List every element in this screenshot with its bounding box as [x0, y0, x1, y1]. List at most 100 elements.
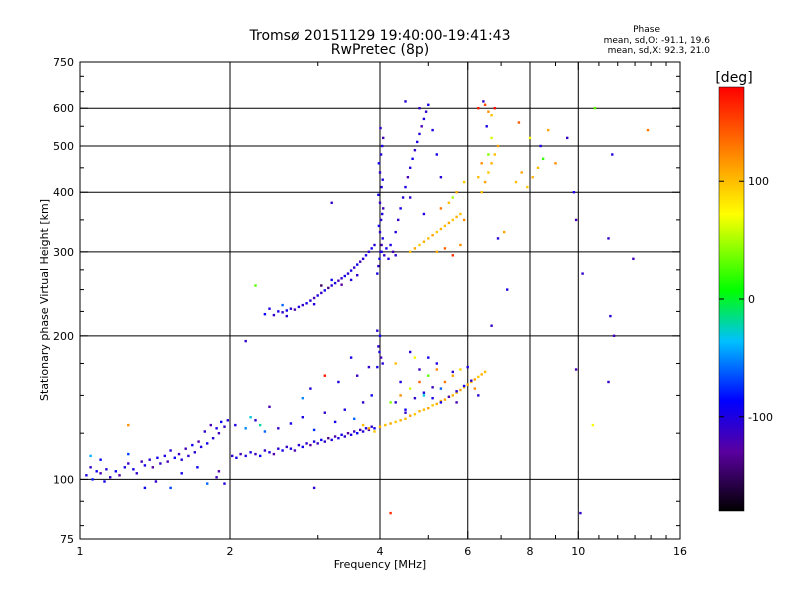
x-tick-label: 10	[571, 545, 585, 558]
data-point	[356, 274, 359, 277]
data-point	[427, 103, 430, 106]
data-point	[370, 425, 373, 428]
data-point	[379, 218, 383, 222]
data-point	[422, 408, 426, 411]
data-point	[254, 452, 257, 456]
data-point	[140, 460, 143, 463]
data-point	[593, 107, 597, 110]
colorbar-tick-label: -100	[748, 411, 773, 424]
data-point	[399, 207, 402, 210]
data-point	[380, 250, 383, 253]
data-point	[439, 399, 443, 403]
data-point	[477, 394, 480, 397]
data-point	[477, 107, 480, 110]
data-point	[85, 474, 88, 477]
data-point	[263, 430, 267, 433]
data-point	[517, 121, 521, 124]
data-point	[217, 470, 221, 473]
data-point	[409, 196, 412, 199]
data-point	[435, 153, 438, 156]
data-point	[184, 447, 187, 450]
data-point	[367, 365, 371, 369]
data-point	[427, 356, 430, 359]
data-point	[277, 310, 280, 313]
data-point	[480, 162, 483, 165]
data-point	[431, 386, 434, 389]
data-point	[159, 462, 162, 465]
data-point	[346, 272, 350, 275]
data-point	[187, 454, 190, 458]
data-point	[514, 180, 518, 184]
data-point	[379, 153, 383, 156]
data-point	[579, 511, 582, 515]
data-point	[435, 402, 438, 406]
data-point	[451, 374, 454, 377]
data-point	[244, 454, 247, 458]
data-point	[367, 250, 371, 253]
data-point	[383, 254, 386, 257]
data-point	[470, 379, 473, 382]
data-point	[381, 178, 384, 181]
data-point	[381, 144, 384, 148]
data-point	[422, 394, 426, 397]
data-point	[394, 401, 397, 404]
data-point	[455, 215, 458, 219]
data-point	[254, 419, 257, 422]
data-point	[382, 207, 385, 210]
phase-stats-x: mean, sd,X: 92.3, 21.0	[608, 46, 711, 56]
data-point	[316, 294, 319, 297]
data-point	[646, 128, 650, 132]
data-point	[435, 368, 438, 371]
data-point	[320, 291, 323, 295]
data-point	[632, 257, 635, 260]
data-point	[385, 247, 388, 250]
data-point	[439, 207, 443, 210]
data-point	[399, 394, 402, 397]
data-point	[293, 308, 297, 311]
data-point	[103, 480, 106, 483]
data-point	[114, 470, 117, 473]
data-point	[323, 440, 326, 443]
data-point	[281, 303, 284, 307]
data-point	[420, 125, 423, 128]
data-point	[349, 269, 353, 272]
data-point	[399, 380, 402, 384]
data-point	[226, 419, 229, 422]
data-point	[297, 305, 301, 309]
data-point	[435, 362, 438, 365]
data-point	[485, 125, 488, 128]
data-point	[439, 401, 443, 404]
data-point	[539, 144, 542, 148]
data-point	[566, 136, 569, 140]
data-point	[277, 447, 280, 450]
data-point	[333, 281, 337, 285]
data-point	[378, 350, 381, 354]
data-point	[244, 427, 247, 430]
data-point	[343, 435, 346, 438]
data-point	[272, 313, 276, 317]
data-point	[541, 157, 545, 160]
data-point	[422, 391, 426, 394]
data-point	[215, 476, 218, 479]
data-point	[340, 277, 343, 280]
data-point	[289, 447, 293, 450]
data-point	[609, 314, 612, 318]
data-point	[473, 387, 476, 390]
data-point	[418, 132, 421, 136]
data-point	[209, 423, 212, 427]
data-point	[413, 356, 417, 359]
data-point	[443, 398, 447, 401]
y-tick-label: 750	[53, 56, 74, 69]
data-point	[148, 458, 151, 461]
data-point	[301, 416, 304, 419]
data-point	[381, 237, 384, 240]
data-point	[462, 218, 466, 222]
data-point	[316, 442, 319, 445]
colorbar-tick-label: 100	[748, 175, 769, 188]
data-point	[536, 166, 540, 169]
data-point	[531, 176, 534, 179]
x-tick-label: 4	[377, 545, 384, 558]
data-point	[166, 460, 169, 463]
data-point	[389, 422, 392, 425]
data-point	[378, 201, 382, 204]
